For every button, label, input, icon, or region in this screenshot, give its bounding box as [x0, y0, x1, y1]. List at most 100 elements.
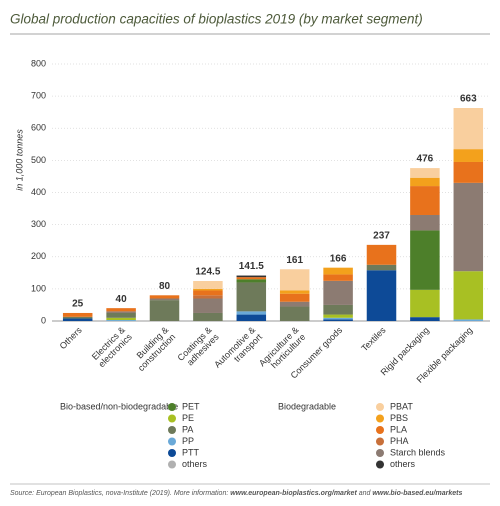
bar-segment	[453, 161, 484, 183]
legend-swatch	[168, 414, 176, 423]
bar-segment	[236, 311, 267, 315]
bar-segment	[410, 317, 440, 321]
legend-swatch	[168, 437, 176, 446]
source-link: www.european-bioplastics.org/market	[230, 490, 357, 497]
bar-segment	[193, 312, 223, 321]
bar-segment	[149, 298, 180, 301]
bar-segment	[410, 230, 440, 290]
x-tick-label: Electrics &electronics	[90, 325, 135, 370]
legend-swatch	[376, 437, 384, 446]
bar-segment	[410, 177, 440, 187]
y-tick-label: 800	[31, 58, 46, 68]
total-label: 166	[330, 253, 347, 264]
legend-swatch	[376, 426, 384, 434]
bar-segment	[193, 295, 223, 299]
legend-swatch	[168, 449, 176, 457]
y-tick-label: 400	[31, 187, 46, 197]
x-tick-label: Textiles	[359, 325, 388, 354]
bar-segment	[323, 267, 353, 275]
bar-segment	[323, 274, 353, 281]
bar-segment	[62, 312, 93, 317]
total-label: 161	[286, 255, 303, 266]
total-label: 237	[373, 231, 390, 242]
bar-segment	[62, 318, 93, 321]
legend-label: PET	[182, 401, 200, 411]
bar-segment	[193, 281, 223, 289]
y-tick-label: 100	[31, 283, 46, 293]
total-label: 40	[116, 294, 128, 305]
y-tick-label: 700	[31, 91, 46, 101]
legend-swatch	[168, 403, 176, 411]
bar-segment	[323, 304, 353, 315]
legend-label: PE	[182, 413, 194, 423]
x-tick-label: Automotive &transport	[212, 325, 264, 377]
bar-segment	[323, 319, 353, 321]
source-link: www.bio-based.eu/markets	[372, 490, 462, 497]
bar-segment	[279, 269, 310, 291]
source-text: and	[357, 490, 373, 497]
total-label: 141.5	[239, 261, 264, 272]
bar-segment	[279, 293, 310, 302]
total-label: 25	[72, 299, 84, 310]
bar-segment	[279, 306, 310, 321]
bar-segment	[236, 282, 267, 312]
y-tick-label: 300	[31, 219, 46, 229]
legend-group-title: Bio-based/non-biodegradable	[60, 401, 178, 411]
bar-segment	[453, 182, 484, 272]
legend-swatch	[376, 403, 384, 411]
bar-segment	[236, 279, 267, 283]
bar-segment	[236, 275, 267, 278]
bar-segment	[410, 214, 440, 231]
bar-segment	[323, 280, 353, 305]
bar-segment	[193, 288, 223, 291]
bar-segment	[149, 300, 180, 321]
legend-label: PHA	[390, 436, 409, 446]
bar-segment	[366, 270, 397, 321]
bar-segment	[410, 289, 440, 318]
bar-segment	[279, 290, 310, 294]
bar-segment	[323, 314, 353, 318]
legend-label: PTT	[182, 447, 200, 457]
y-tick-label: 500	[31, 155, 46, 165]
legend-swatch	[168, 460, 176, 469]
source-text: Source: European Bioplastics, nova-Insti…	[10, 490, 230, 497]
source: Source: European Bioplastics, nova-Insti…	[10, 490, 462, 497]
y-tick-label: 0	[41, 315, 46, 325]
legend-swatch	[168, 426, 176, 434]
bar-segment	[106, 308, 136, 312]
y-tick-label: 600	[31, 123, 46, 133]
bar-segment	[453, 319, 484, 321]
bar-segment	[410, 168, 440, 178]
x-tick-label: Building &construction	[129, 325, 177, 373]
chart-title: Global production capacities of bioplast…	[10, 12, 423, 27]
total-label: 124.5	[195, 267, 220, 278]
bar-segment	[106, 312, 136, 318]
bar-segment	[236, 277, 267, 280]
bar-segment	[366, 244, 397, 265]
bar-segment	[366, 264, 397, 271]
bar-segment	[453, 271, 484, 320]
total-label: 476	[417, 154, 434, 165]
bar-segment	[193, 290, 223, 296]
legend-swatch	[376, 460, 384, 469]
legend-label: others	[182, 459, 208, 469]
bar-segment	[453, 149, 484, 162]
bar-segment	[236, 314, 267, 321]
legend-group-title: Biodegradable	[278, 401, 336, 411]
legend-swatch	[376, 449, 384, 457]
bar-segment	[62, 316, 93, 319]
legend-label: PBS	[390, 413, 408, 423]
bar-segment	[453, 108, 484, 150]
x-tick-label: Others	[58, 325, 85, 352]
bar-segment	[279, 301, 310, 307]
bar-segment	[149, 295, 180, 299]
total-label: 80	[159, 281, 171, 292]
legend-label: others	[390, 459, 416, 469]
y-axis-label: in 1,000 tonnes	[14, 129, 24, 191]
legend-label: PBAT	[390, 401, 413, 411]
legend-label: PA	[182, 424, 193, 434]
legend-label: PLA	[390, 424, 407, 434]
legend-label: Starch blends	[390, 447, 446, 457]
bar-segment	[106, 320, 136, 321]
